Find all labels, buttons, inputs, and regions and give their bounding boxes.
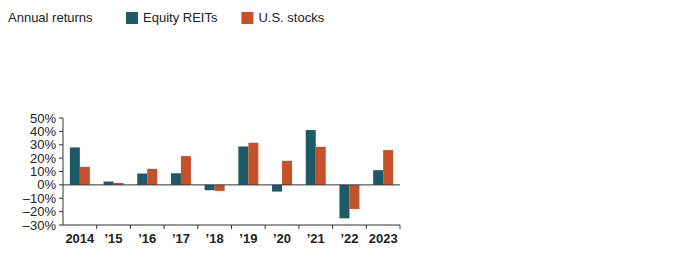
x-tick-label: ’19 [239,231,257,246]
bars [70,130,393,218]
bar [215,185,225,191]
bar [248,143,258,185]
x-tick-label: ’22 [340,231,358,246]
y-tick-label: –30% [23,218,57,233]
bar [104,182,114,185]
chart: Annual returnsEquity REITsU.S. stocks50%… [0,0,700,263]
y-tick [59,184,63,185]
x-tick [130,225,131,229]
legend-swatch [241,12,253,24]
bar [282,161,292,185]
x-tick-label: 2014 [65,231,95,246]
y-tick [59,131,63,132]
bar [181,156,191,185]
x-tick-label: 2023 [369,231,398,246]
x-tick [400,225,401,229]
y-tick [59,118,63,119]
x-tick [298,225,299,229]
bar [272,185,282,192]
x-tick-label: ’18 [206,231,224,246]
y-axis [63,118,64,225]
bar [80,167,90,185]
bar [316,147,326,185]
bar [349,185,359,209]
y-tick [59,211,63,212]
legend-label: Equity REITs [143,10,218,25]
x-tick [332,225,333,229]
bar [147,169,157,185]
x-tick-label: ’15 [105,231,123,246]
x-tick-label: ’16 [138,231,156,246]
bar [137,174,147,185]
x-tick [265,225,266,229]
legend-title: Annual returns [8,10,93,25]
zero-line [63,184,400,185]
legend: Annual returns Equity REITs U.S. stocks [8,10,325,25]
y-tick [59,198,63,199]
x-tick [366,225,367,229]
y-tick [59,225,63,226]
bar [383,150,393,185]
x-tick [231,225,232,229]
x-tick [96,225,97,229]
x-tick-label: ’20 [273,231,291,246]
legend-swatch [126,12,138,24]
bar [205,185,215,190]
x-tick-label: ’17 [172,231,190,246]
bar [306,130,316,185]
bar [373,170,383,185]
y-tick [59,171,63,172]
bar [238,146,248,184]
x-tick [164,225,165,229]
bar [171,173,181,185]
bar [70,147,80,184]
legend-label: U.S. stocks [258,10,324,25]
x-tick [197,225,198,229]
y-tick [59,158,63,159]
x-tick-label: ’21 [307,231,325,246]
y-tick [59,144,63,145]
bar [339,185,349,218]
